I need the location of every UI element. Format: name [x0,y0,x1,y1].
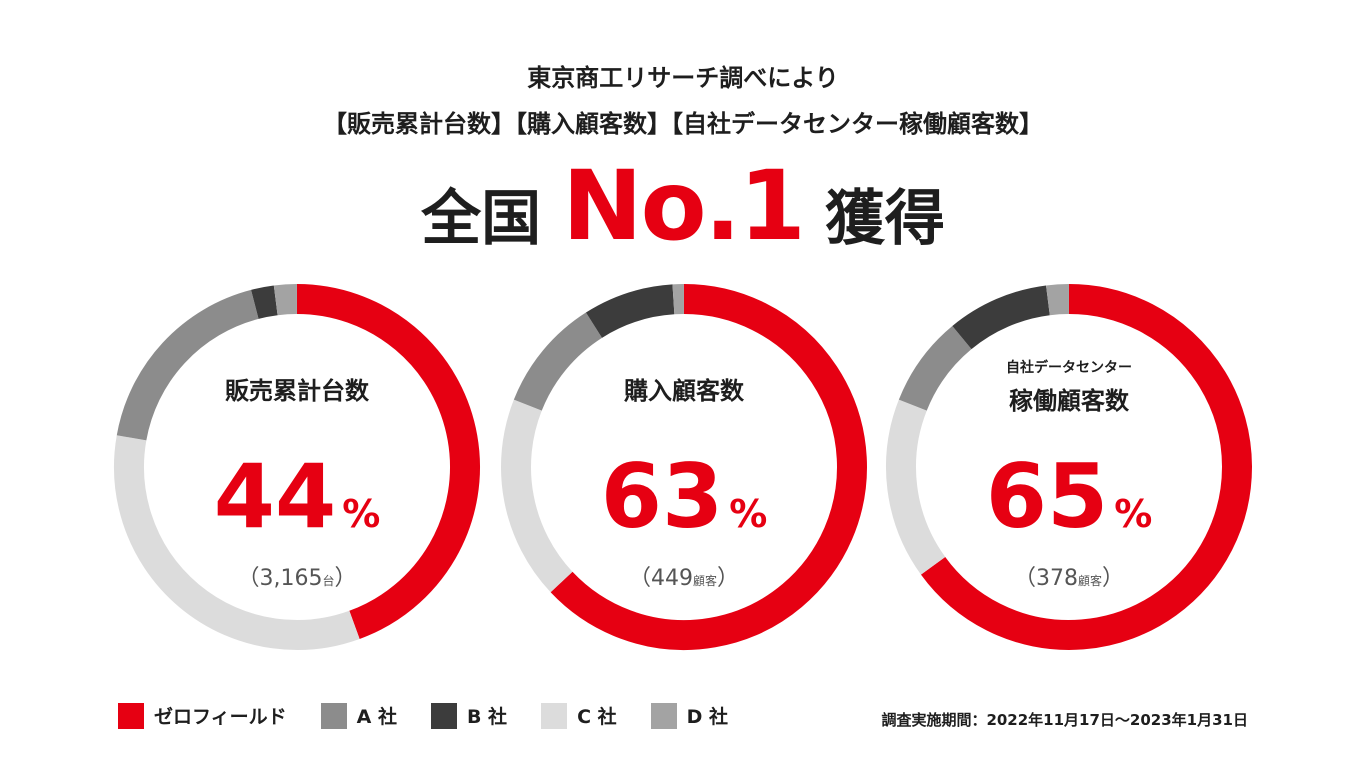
highlight-percent: 63% [601,445,768,548]
count-close: ） [1102,566,1124,591]
count-unit: 顧客 [693,573,717,588]
highlight-percent: 65% [986,445,1153,548]
header-subtitle: 東京商工リサーチ調べにより [527,64,839,92]
donut-segment [952,285,1051,350]
legend-label: D 社 [686,706,729,728]
donut-segment [1046,283,1070,316]
count-open: （ [629,566,651,591]
donut-segment [886,399,946,575]
donut-chart-1: 販売累計台数 44 % （3,165台） [114,284,480,650]
legend-swatch [118,702,144,729]
legend-item: ゼロフィールド [118,702,287,729]
count-value: 449 [651,566,693,591]
donut-segment [116,289,259,441]
legend-label: A 社 [356,706,397,728]
chart-sublabel: 自社データセンター [1006,359,1132,376]
donut-segment [251,285,278,319]
survey-period-note: 調査実施期間：2022年11月17日〜2023年1月31日 [881,711,1248,729]
donut-segment [296,284,480,639]
chart-label: 販売累計台数 [225,377,370,405]
chart-label: 購入顧客数 [624,377,745,405]
count-value: 3,165 [260,566,323,591]
count-unit: 顧客 [1078,573,1102,588]
donut-segment [273,284,298,316]
donut-segment [898,326,972,412]
count-label: （3,165台） [237,566,356,591]
donut-segment [114,435,360,650]
legend-label: B 社 [466,706,508,728]
count-close: ） [335,566,357,591]
donut-segment [920,284,1252,650]
legend-swatch [650,702,677,729]
legend: ゼロフィールド A 社 B 社 C 社 D 社 [118,702,762,729]
headline-suffix: 獲得 [824,184,945,254]
donut-segment [501,399,573,593]
count-label: （378顧客） [1014,566,1124,591]
count-label: （449顧客） [629,566,739,591]
donut-segment [585,284,675,339]
legend-item: D 社 [650,702,729,729]
percent-sign: % [342,492,380,536]
headline-highlight: No.1 [562,150,806,262]
percent-value: 65 [986,445,1108,548]
legend-label: C 社 [577,706,617,728]
legend-swatch [320,702,347,729]
legend-swatch [541,702,568,729]
count-open: （ [1014,566,1036,591]
highlight-percent: 44% [214,445,381,548]
legend-item: A 社 [320,702,397,729]
count-open: （ [237,566,259,591]
count-unit: 台 [322,573,334,588]
chart-label: 稼働顧客数 [1009,387,1130,415]
percent-sign: % [1114,492,1152,536]
legend-swatch [430,702,457,729]
count-close: ） [717,566,739,591]
headline-prefix: 全国 [421,184,542,254]
donut-chart-3: 自社データセンター稼働顧客数 65 % （378顧客） [886,283,1252,650]
legend-label: ゼロフィールド [154,706,287,728]
donut-segment [550,284,867,650]
percent-value: 63 [601,445,723,548]
count-value: 378 [1036,566,1078,591]
legend-item: B 社 [430,702,508,729]
header-categories: 【販売累計台数】【購入顧客数】【自社データセンター稼働顧客数】 [323,110,1043,138]
headline: 全国 No.1 獲得 [0,150,1366,262]
percent-value: 44 [214,445,336,548]
legend-item: C 社 [541,702,617,729]
donut-chart-2: 購入顧客数 63 % （449顧客） [501,284,867,650]
donut-segment [513,312,603,412]
percent-sign: % [729,492,767,536]
